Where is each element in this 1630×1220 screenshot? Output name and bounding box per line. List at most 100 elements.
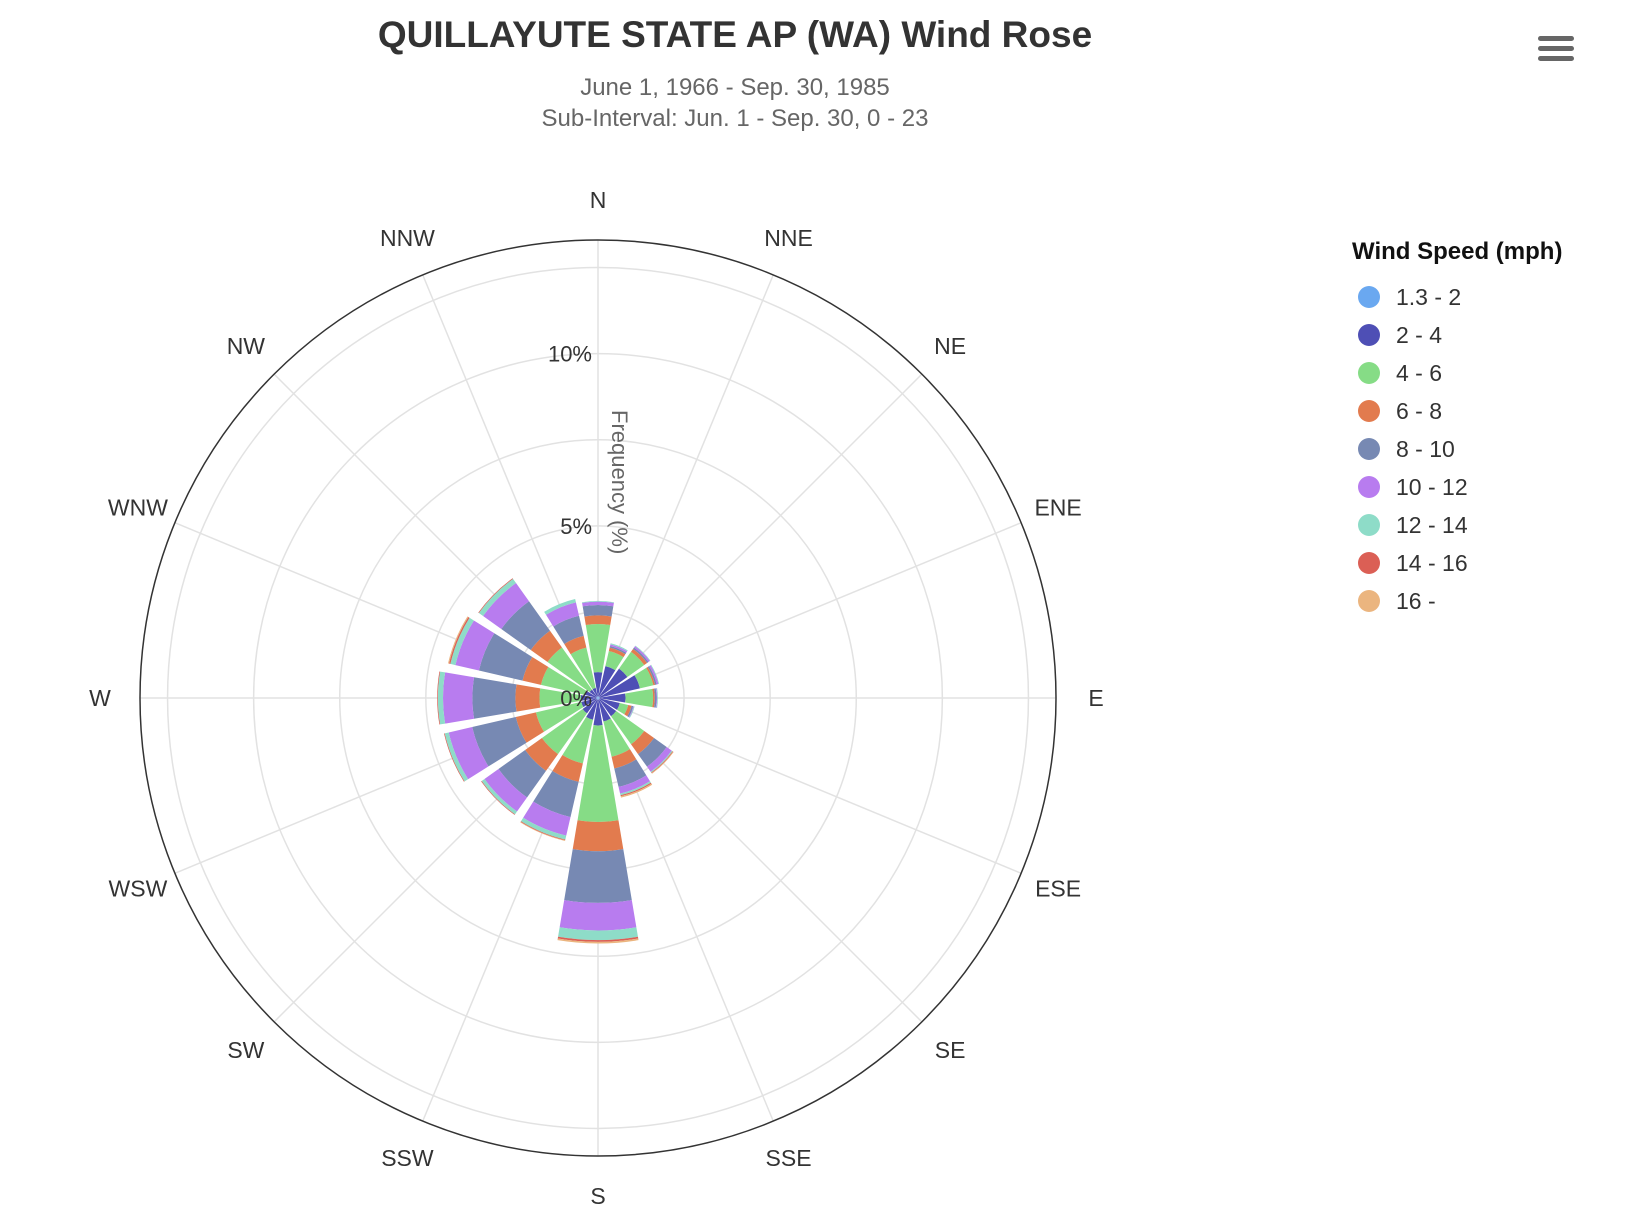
wind-bar-n [581, 600, 615, 603]
wind-bar-n [593, 672, 603, 697]
wind-bar-ssw [597, 698, 598, 700]
wind-bar-nnw [544, 599, 576, 615]
wind-bar-ene [634, 667, 654, 689]
wind-bar-se [637, 737, 667, 767]
wind-bar-nw [547, 647, 593, 693]
direction-label: SSW [381, 1145, 434, 1171]
wind-bar-ese [598, 698, 600, 699]
wind-bar-w [437, 671, 441, 725]
legend-item[interactable]: 1.3 - 2 [1352, 278, 1562, 316]
hamburger-menu-icon[interactable] [1538, 36, 1574, 70]
wind-bar-nnw [545, 602, 580, 627]
wind-bar-se [646, 746, 672, 772]
legend-item[interactable]: 10 - 12 [1352, 468, 1562, 506]
wind-bar-se [598, 698, 600, 700]
wind-bar-ne [598, 696, 600, 698]
wind-bar-wnw [596, 697, 598, 698]
direction-label: E [1088, 685, 1103, 711]
legend-title: Wind Speed (mph) [1352, 238, 1563, 265]
wind-bar-e [652, 688, 655, 708]
menu-line [1538, 46, 1574, 51]
wind-bar-n [585, 623, 611, 673]
legend-swatch [1358, 438, 1380, 460]
wind-bar-w [515, 684, 541, 712]
wind-bar-wsw [581, 698, 597, 708]
wind-bar-e [625, 688, 654, 708]
wind-bar-s [557, 938, 639, 944]
wind-bar-wnw [455, 620, 495, 671]
legend-item[interactable]: 14 - 16 [1352, 544, 1562, 582]
wind-bar-s [557, 936, 639, 942]
legend-swatch [1358, 286, 1380, 308]
direction-label: NNW [380, 225, 435, 251]
legend-item[interactable]: 4 - 6 [1352, 354, 1562, 392]
wind-bar-ese [627, 705, 634, 718]
legend-items: 1.3 - 2 2 - 4 4 - 6 6 - 8 8 - 10 10 - 12 12 - … [1352, 278, 1562, 620]
wind-bar-sse [618, 775, 651, 794]
legend-item[interactable]: 16 - [1352, 582, 1562, 620]
legend-label: 6 - 8 [1396, 397, 1443, 424]
wind-bar-s [597, 698, 599, 700]
menu-line [1538, 56, 1574, 61]
wind-bar-wnw [540, 666, 587, 695]
wind-bar-nw [478, 578, 517, 617]
legend-swatch [1358, 362, 1380, 384]
wind-bar-ene [647, 666, 657, 685]
wind-bar-wnw [450, 617, 474, 666]
legend-item[interactable]: 6 - 8 [1352, 392, 1562, 430]
legend-label: 1.3 - 2 [1396, 283, 1462, 310]
wind-bar-e [598, 697, 600, 699]
wind-bar-n [597, 696, 599, 698]
wind-bar-ssw [586, 699, 598, 720]
wind-bar-sse [598, 699, 611, 722]
wind-bar-se [610, 710, 645, 745]
wind-bar-sw [525, 737, 559, 771]
wind-bar-w [472, 677, 517, 719]
wind-bar-wnw [522, 656, 549, 685]
radial-tick-label: 5% [560, 514, 592, 539]
direction-label: NW [227, 333, 266, 359]
wind-bar-wsw [515, 712, 544, 743]
legend-swatch [1358, 324, 1380, 346]
wind-bar-e [656, 688, 658, 708]
wind-bar-ssw [533, 771, 579, 818]
wind-bar-n [582, 605, 614, 617]
wind-bar-wnw [448, 616, 469, 664]
wind-bar-nne [598, 696, 599, 698]
wind-bar-nnw [564, 635, 587, 655]
direction-label: WNW [108, 494, 168, 520]
wind-bar-sse [620, 782, 652, 797]
wind-bar-nw [589, 689, 598, 698]
legend-item[interactable]: 2 - 4 [1352, 316, 1562, 354]
wind-bar-e [654, 688, 657, 708]
wind-bar-ene [649, 665, 659, 685]
wind-bar-e [599, 693, 626, 703]
wind-bar-wsw [448, 727, 489, 780]
wind-bar-n [584, 615, 612, 625]
wind-bar-ene [650, 664, 660, 685]
direction-label: W [89, 685, 111, 711]
wind-bar-ssw [562, 716, 593, 764]
wind-bar-sse [598, 698, 599, 700]
direction-label: WSW [109, 876, 168, 902]
grid-spoke [597, 274, 774, 699]
wind-bar-sw [541, 708, 588, 755]
chart-subtitle-dates: June 1, 1966 - Sep. 30, 1985 [580, 74, 890, 101]
radial-tick-label: 10% [548, 342, 592, 367]
wind-bar-nw [596, 696, 598, 698]
wind-bar-s [593, 699, 603, 726]
chart-title: QUILLAYUTE STATE AP (WA) Wind Rose [377, 14, 1093, 55]
direction-label: SE [935, 1037, 966, 1063]
legend-label: 8 - 10 [1396, 435, 1455, 462]
radial-tick-label: 0% [560, 686, 592, 711]
wind-bar-ene [599, 675, 640, 698]
legend-swatch [1358, 476, 1380, 498]
legend-label: 14 - 16 [1396, 549, 1468, 576]
wind-bar-n [582, 601, 614, 607]
wind-bar-sw [481, 778, 518, 815]
legend-item[interactable]: 8 - 10 [1352, 430, 1562, 468]
wind-bar-nne [598, 666, 616, 697]
legend-item[interactable]: 12 - 14 [1352, 506, 1562, 544]
wind-bar-sse [620, 781, 651, 796]
wind-bar-sse [611, 749, 637, 769]
